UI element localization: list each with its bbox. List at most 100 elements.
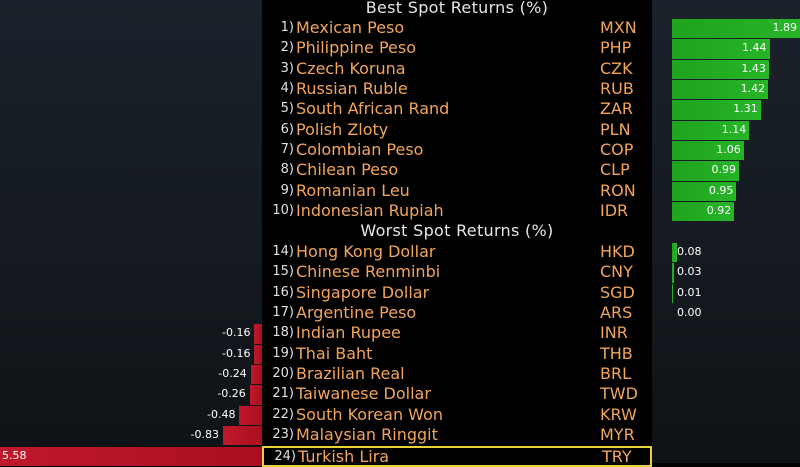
positive-bar bbox=[672, 19, 800, 39]
value-label: 1.14 bbox=[721, 122, 747, 136]
value-label: -0.48 bbox=[206, 407, 236, 421]
rank-label: 7) bbox=[280, 142, 294, 158]
rank-label: 17) bbox=[272, 305, 294, 321]
currency-name: Argentine Peso bbox=[296, 303, 417, 323]
rank-label: 20) bbox=[272, 366, 294, 382]
currency-code: CNY bbox=[600, 262, 633, 282]
rank-label: 15) bbox=[272, 264, 294, 280]
currency-code: INR bbox=[600, 323, 628, 343]
currency-code: PLN bbox=[600, 119, 631, 139]
positive-bar bbox=[672, 161, 740, 181]
negative-bar bbox=[254, 324, 262, 344]
currency-code: BRL bbox=[600, 364, 632, 384]
currency-row: 21) Taiwanese Dollar TWD bbox=[262, 384, 652, 404]
negative-bar bbox=[223, 426, 262, 446]
currency-name: Malaysian Ringgit bbox=[296, 425, 438, 445]
currency-list-panel bbox=[262, 0, 652, 463]
currency-row: 10) Indonesian Rupiah IDR bbox=[262, 201, 652, 221]
rank-label: 8) bbox=[280, 162, 294, 178]
currency-row: 15) Chinese Renminbi CNY bbox=[262, 262, 652, 282]
value-label: 1.06 bbox=[716, 143, 741, 157]
currency-name: Colombian Peso bbox=[296, 140, 424, 160]
positive-bar bbox=[672, 80, 769, 100]
negative-bar bbox=[250, 365, 262, 385]
value-label: 1.42 bbox=[740, 82, 766, 96]
currency-code: THB bbox=[600, 343, 633, 363]
positive-bar bbox=[672, 141, 744, 161]
negative-bar bbox=[0, 446, 262, 466]
currency-row: 22) South Korean Won KRW bbox=[262, 405, 652, 425]
currency-name: Romanian Leu bbox=[296, 180, 410, 200]
currency-code: SGD bbox=[600, 282, 635, 302]
positive-bar bbox=[672, 100, 761, 120]
rank-label: 6) bbox=[280, 121, 294, 137]
value-label: 0.99 bbox=[711, 163, 737, 177]
rank-label: 5) bbox=[280, 101, 294, 117]
rank-label: 3) bbox=[280, 60, 294, 76]
value-label: -0.16 bbox=[222, 346, 251, 360]
currency-code: RON bbox=[600, 180, 636, 200]
currency-name: Chilean Peso bbox=[296, 160, 399, 180]
rank-label: 19) bbox=[272, 345, 294, 361]
currency-name: Indian Rupee bbox=[296, 323, 401, 343]
value-label: -0.83 bbox=[190, 428, 220, 442]
rank-label: 23) bbox=[272, 427, 294, 443]
value-label: 0.92 bbox=[706, 204, 732, 218]
currency-name: Taiwanese Dollar bbox=[296, 384, 431, 404]
currency-code: COP bbox=[600, 140, 634, 160]
currency-code: TWD bbox=[600, 384, 638, 404]
rank-label: 14) bbox=[272, 244, 294, 259]
currency-row: 5) South African Rand ZAR bbox=[262, 99, 652, 119]
negative-bar bbox=[249, 385, 262, 405]
currency-name: South African Rand bbox=[296, 99, 450, 119]
currency-row: 18) Indian Rupee INR bbox=[262, 323, 652, 343]
currency-row: 19) Thai Baht THB bbox=[262, 344, 652, 364]
rank-label: 9) bbox=[280, 182, 294, 198]
positive-bar bbox=[672, 59, 769, 80]
currency-name: Hong Kong Dollar bbox=[296, 242, 436, 261]
currency-code: TRY bbox=[602, 446, 632, 466]
rank-label: 24) bbox=[274, 448, 296, 464]
currency-name: Brazilian Real bbox=[296, 364, 405, 384]
negative-bar bbox=[239, 405, 262, 426]
value-label: 1.31 bbox=[733, 102, 758, 116]
value-label: 0.01 bbox=[677, 285, 702, 299]
currency-name: Chinese Renminbi bbox=[296, 262, 441, 282]
rank-label: 18) bbox=[272, 325, 294, 341]
positive-bar bbox=[672, 181, 737, 202]
currency-name: Mexican Peso bbox=[296, 18, 405, 37]
value-label: 1.44 bbox=[742, 41, 767, 55]
positive-bar bbox=[672, 120, 750, 141]
currency-row: 8) Chilean Peso CLP bbox=[262, 160, 652, 180]
currency-name: Singapore Dollar bbox=[296, 282, 430, 302]
currency-row: 6) Polish Zloty PLN bbox=[262, 120, 652, 140]
rank-label: 21) bbox=[272, 386, 294, 402]
currency-row: 24) Turkish Lira TRY bbox=[262, 445, 652, 467]
positive-bar bbox=[672, 283, 673, 304]
value-label: 0.95 bbox=[708, 183, 734, 197]
negative-bar bbox=[254, 344, 262, 365]
currency-code: IDR bbox=[600, 201, 629, 221]
currency-name: Polish Zloty bbox=[296, 119, 389, 139]
currency-row: 1) Mexican Peso MXN bbox=[262, 18, 652, 38]
currency-row: 3) Czech Koruna CZK bbox=[262, 59, 652, 79]
value-label: 0.08 bbox=[677, 245, 702, 258]
currency-name: Turkish Lira bbox=[298, 446, 390, 466]
currency-code: CZK bbox=[600, 58, 633, 78]
currency-row: 14) Hong Kong Dollar HKD bbox=[262, 242, 652, 262]
currency-code: HKD bbox=[600, 242, 635, 261]
value-label: 1.43 bbox=[741, 61, 766, 75]
currency-row: 20) Brazilian Real BRL bbox=[262, 364, 652, 384]
currency-name: Indonesian Rupiah bbox=[296, 201, 444, 221]
rank-label: 4) bbox=[280, 81, 294, 97]
positive-bar bbox=[672, 263, 675, 283]
currency-row: 23) Malaysian Ringgit MYR bbox=[262, 425, 652, 445]
rank-label: 10) bbox=[272, 203, 294, 219]
best-returns-header: Best Spot Returns (%) bbox=[365, 0, 549, 17]
currency-code: ARS bbox=[600, 303, 633, 323]
currency-name: Philippine Peso bbox=[296, 38, 416, 58]
value-label: -0.26 bbox=[217, 387, 246, 401]
positive-bar bbox=[672, 243, 678, 263]
currency-row: 4) Russian Ruble RUB bbox=[262, 79, 652, 99]
value-label: -0.24 bbox=[218, 367, 247, 381]
